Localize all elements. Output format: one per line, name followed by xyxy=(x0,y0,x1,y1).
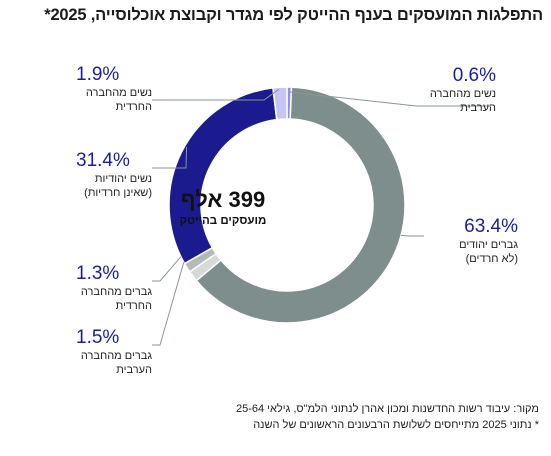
category-label-jewish-women: (שאינן חרדיות) xyxy=(84,187,152,199)
category-label-arab-men: הערבית xyxy=(116,364,152,376)
leader-line-arab-men xyxy=(152,262,185,346)
pct-label-haredi-men: 1.3% xyxy=(76,263,119,284)
center-label: מועסקים בהייטק xyxy=(180,215,267,227)
slice-jewish-men xyxy=(195,86,406,324)
category-label-haredi-men: החרדית xyxy=(116,300,152,312)
category-label-arab-men: גברים מהחברה xyxy=(81,350,152,362)
pct-label-jewish-women: 31.4% xyxy=(76,150,130,171)
pct-label-haredi-women: 1.9% xyxy=(76,64,119,85)
footnote-line: * נתוני 2025 מתייחסים לשלושת הרבעונים הר… xyxy=(253,419,539,431)
category-label-haredi-women: החרדית xyxy=(116,101,152,113)
slice-jewish-women xyxy=(168,87,278,265)
leader-line-arab-women xyxy=(289,91,491,107)
category-label-arab-women: הערבית xyxy=(460,102,496,114)
category-label-arab-women: נשים מהחברה xyxy=(430,88,496,100)
category-label-jewish-women: נשים יהודיות xyxy=(95,173,152,185)
source-line: מקור: עיבוד רשות החדשנות ומכון אהרן לנתו… xyxy=(235,403,539,415)
pct-label-arab-women: 0.6% xyxy=(453,65,496,86)
pct-label-arab-men: 1.5% xyxy=(76,327,119,348)
leader-line-haredi-men xyxy=(152,256,182,282)
category-label-haredi-women: נשים מהחברה xyxy=(86,87,152,99)
leader-lines xyxy=(152,88,491,346)
category-label-jewish-men: (לא חרדים) xyxy=(466,252,518,265)
donut-slices xyxy=(168,86,406,324)
chart-title: התפלגות המועסקים בענף ההייטק לפי מגדר וק… xyxy=(44,6,543,24)
slice-labels: 0.6% נשים מהחברה הערבית 63.4% גברים יהודים(ל… xyxy=(76,64,518,376)
pct-label-jewish-men: 63.4% xyxy=(464,216,518,237)
source-note: מקור: עיבוד רשות החדשנות ומכון אהרן לנתו… xyxy=(119,401,539,433)
category-label-jewish-men: גברים יהודים xyxy=(459,239,518,251)
leader-line-jewish-women xyxy=(152,146,188,169)
leader-line-haredi-women xyxy=(152,88,280,101)
slice-haredi-women xyxy=(272,86,288,121)
category-label-haredi-men: גברים מהחברה xyxy=(81,286,152,298)
center-value: 399 אלף xyxy=(181,187,265,212)
